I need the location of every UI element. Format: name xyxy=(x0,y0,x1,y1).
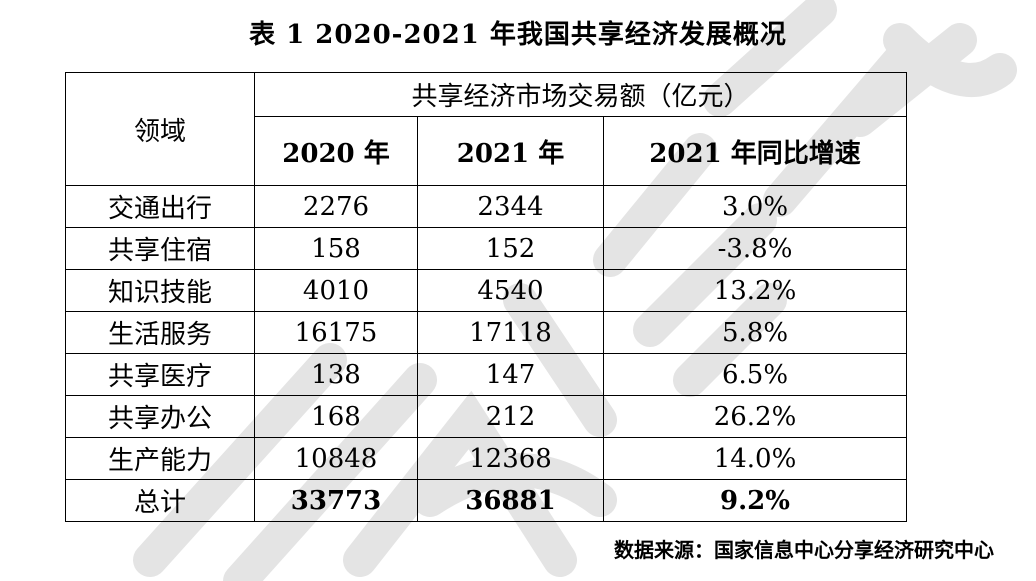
table-row: 生活服务 16175 17118 5.8% xyxy=(65,311,908,354)
row-growth: 5.8% xyxy=(602,311,908,354)
row-growth: 3.0% xyxy=(602,185,908,228)
col-header-growth: 2021 年同比增速 xyxy=(602,116,908,186)
row-value-2020: 2276 xyxy=(254,185,418,228)
table-row: 共享办公 168 212 26.2% xyxy=(65,395,908,438)
row-value-2020: 168 xyxy=(254,395,418,438)
row-domain: 共享医疗 xyxy=(65,353,255,396)
row-value-2020: 4010 xyxy=(254,269,418,312)
row-domain: 生产能力 xyxy=(65,437,255,480)
row-value-2020: 10848 xyxy=(254,437,418,480)
row-domain: 生活服务 xyxy=(65,311,255,354)
row-value-2021: 2344 xyxy=(417,185,604,228)
total-value-2021: 36881 xyxy=(417,479,604,522)
row-value-2021: 4540 xyxy=(417,269,604,312)
row-domain: 共享住宿 xyxy=(65,227,255,270)
row-value-2021: 212 xyxy=(417,395,604,438)
row-value-2020: 16175 xyxy=(254,311,418,354)
table-row: 共享住宿 158 152 -3.8% xyxy=(65,227,908,270)
row-domain: 共享办公 xyxy=(65,395,255,438)
total-value-2020: 33773 xyxy=(254,479,418,522)
col-header-2020: 2020 年 xyxy=(254,116,418,186)
row-growth: 26.2% xyxy=(602,395,908,438)
row-value-2020: 138 xyxy=(254,353,418,396)
total-growth: 9.2% xyxy=(602,479,908,522)
row-growth: 6.5% xyxy=(602,353,908,396)
table-row: 共享医疗 138 147 6.5% xyxy=(65,353,908,396)
table-row: 知识技能 4010 4540 13.2% xyxy=(65,269,908,312)
total-row: 总计 33773 36881 9.2% xyxy=(65,479,908,522)
row-growth: 14.0% xyxy=(602,437,908,480)
row-growth: 13.2% xyxy=(602,269,908,312)
economy-table: 领域 共享经济市场交易额（亿元） 2020 年 2021 年 2021 年同比增… xyxy=(65,72,908,522)
row-value-2021: 147 xyxy=(417,353,604,396)
row-domain: 知识技能 xyxy=(65,269,255,312)
row-value-2021: 17118 xyxy=(417,311,604,354)
table-row: 交通出行 2276 2344 3.0% xyxy=(65,185,908,228)
row-value-2021: 152 xyxy=(417,227,604,270)
row-value-2021: 12368 xyxy=(417,437,604,480)
row-value-2020: 158 xyxy=(254,227,418,270)
col-header-2021: 2021 年 xyxy=(417,116,604,186)
source-note: 数据来源：国家信息中心分享经济研究中心 xyxy=(614,538,994,562)
table-row: 生产能力 10848 12368 14.0% xyxy=(65,437,908,480)
row-growth: -3.8% xyxy=(602,227,908,270)
header-row-group: 领域 共享经济市场交易额（亿元） xyxy=(65,72,908,186)
domain-header: 领域 xyxy=(65,72,255,186)
row-domain: 交通出行 xyxy=(65,185,255,228)
table-title: 表 1 2020-2021 年我国共享经济发展概况 xyxy=(249,20,787,50)
group-header: 共享经济市场交易额（亿元） xyxy=(253,72,908,117)
total-label: 总计 xyxy=(65,479,255,522)
